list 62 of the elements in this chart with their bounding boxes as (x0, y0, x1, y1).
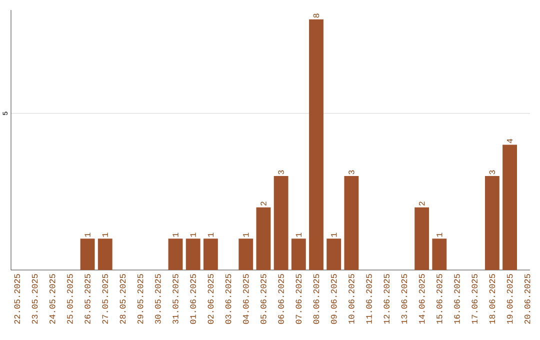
data-label: 1 (190, 232, 196, 237)
bar (291, 238, 306, 270)
bar (168, 238, 183, 270)
data-label: 1 (208, 232, 214, 237)
x-tick-label: 31.05.2025 (172, 274, 178, 324)
x-tick-label: 01.06.2025 (190, 274, 196, 324)
x-tick-label: 30.05.2025 (155, 274, 161, 324)
x-tick-label: 16.06.2025 (454, 274, 460, 324)
data-label: 1 (172, 232, 178, 237)
data-label: 3 (348, 170, 354, 174)
data-label: 3 (278, 170, 284, 174)
bar (309, 19, 324, 270)
x-tick-label: 05.06.2025 (260, 274, 266, 324)
data-label: 1 (296, 232, 302, 237)
bar (502, 144, 517, 270)
bar (344, 176, 359, 270)
bar (484, 176, 500, 270)
data-label: 8 (313, 14, 320, 18)
x-tick-label: 15.06.2025 (436, 274, 442, 324)
x-tick-label: 07.06.2025 (296, 274, 302, 324)
data-label: 1 (102, 232, 108, 237)
data-label: 1 (84, 232, 90, 237)
bar (98, 238, 112, 270)
x-tick-label: 08.06.2025 (313, 274, 320, 324)
x-tick-label: 02.06.2025 (208, 274, 214, 324)
bar (238, 238, 254, 270)
data-label: 2 (260, 202, 266, 206)
bar (326, 238, 342, 270)
data-label: 1 (436, 232, 442, 237)
data-label: 1 (243, 232, 249, 237)
x-tick-label: 13.06.2025 (401, 274, 408, 324)
x-tick-label: 24.05.2025 (49, 274, 56, 324)
bar (186, 238, 200, 270)
bar (414, 207, 430, 270)
x-tick-label: 12.06.2025 (384, 274, 390, 324)
x-tick-label: 14.06.2025 (418, 274, 425, 324)
x-tick-label: 09.06.2025 (330, 274, 337, 324)
data-label: 1 (331, 232, 337, 237)
x-tick-label: 19.06.2025 (506, 274, 513, 324)
x-tick-label: 18.06.2025 (489, 274, 496, 324)
x-tick-label: 23.05.2025 (32, 274, 38, 324)
x-tick-label: 25.05.2025 (67, 274, 73, 324)
x-tick-label: 03.06.2025 (225, 274, 232, 324)
x-tick-label: 06.06.2025 (278, 274, 284, 324)
x-tick-label: 10.06.2025 (348, 274, 354, 324)
bar (256, 207, 271, 270)
data-label: 2 (418, 202, 425, 206)
x-tick-label: 22.05.2025 (14, 274, 20, 324)
bar (274, 176, 288, 270)
data-label: 4 (506, 138, 513, 144)
bar (80, 238, 95, 270)
x-tick-label: 11.06.2025 (366, 274, 372, 324)
x-tick-label: 04.06.2025 (243, 274, 249, 324)
x-tick-label: 26.05.2025 (84, 274, 90, 324)
x-tick-label: 17.06.2025 (472, 274, 478, 324)
bar (203, 238, 218, 270)
x-tick-label: 20.06.2025 (524, 274, 530, 324)
x-tick-label: 29.05.2025 (137, 274, 144, 324)
x-tick-label: 27.05.2025 (102, 274, 108, 324)
bar (432, 238, 447, 270)
x-tick-label: 28.05.2025 (120, 274, 126, 324)
data-label: 3 (489, 170, 496, 174)
